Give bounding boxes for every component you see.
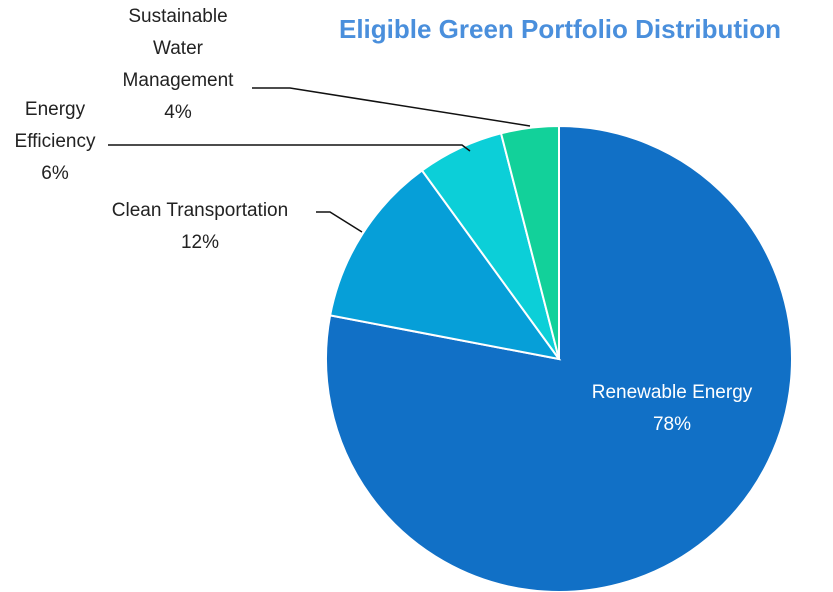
- pie-slice: [499, 124, 560, 360]
- value-label: 4%: [164, 102, 192, 123]
- slice-label: Renewable Energy 78%: [552, 377, 792, 441]
- category-label: Renewable Energy: [591, 382, 753, 403]
- value-label: 78%: [652, 414, 692, 435]
- value-label: 12%: [180, 232, 220, 253]
- value-label: 6%: [41, 163, 69, 184]
- slice-label: Sustainable Water Management 4%: [108, 1, 248, 129]
- leader-line: [252, 87, 531, 127]
- slice-label: Energy Efficiency 6%: [0, 94, 110, 190]
- slice-label: Clean Transportation 12%: [80, 195, 320, 259]
- category-label: Energy Efficiency: [14, 99, 96, 152]
- category-label: Sustainable Water Management: [122, 6, 234, 91]
- pie-slice: [328, 169, 562, 361]
- slices: [325, 124, 793, 592]
- leader-line: [316, 211, 363, 233]
- chart-title: Eligible Green Portfolio Distribution: [338, 14, 781, 44]
- leader-line: [108, 144, 471, 152]
- category-label: Clean Transportation: [111, 200, 289, 221]
